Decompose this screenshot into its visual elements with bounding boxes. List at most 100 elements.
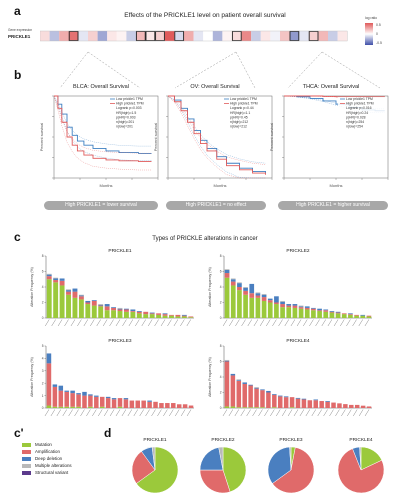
x-category-tick (258, 409, 263, 417)
bar-segment (182, 404, 188, 408)
x-category-tick (296, 319, 302, 327)
km-legend-bg (338, 97, 386, 132)
legend-tick-mid: 0 (376, 32, 378, 36)
heatmap-border (40, 30, 348, 42)
bar-segment (46, 273, 52, 275)
bar-segment (317, 310, 322, 312)
legend-swatch (22, 471, 31, 475)
bar-segment (272, 407, 277, 408)
bar-segment (298, 306, 304, 308)
km-legend-entry: n(low)=212 (230, 125, 247, 129)
bar-segment (242, 382, 247, 384)
bar-segment (317, 308, 322, 311)
bar-segment (99, 396, 105, 407)
bar-segment (78, 299, 84, 318)
bar-segment (292, 304, 298, 306)
legend-amplification: Amplification (22, 449, 60, 455)
y-tick-label: 6 (220, 360, 222, 364)
x-category-tick (186, 409, 192, 417)
pie-slice (289, 446, 292, 471)
x-category-tick (102, 319, 108, 327)
bar-segment (52, 386, 58, 407)
x-category-tick (103, 409, 109, 417)
x-category-tick (174, 409, 180, 417)
km-ci-line (53, 95, 152, 147)
km-legend-entry: n(low)=254 (346, 125, 363, 129)
bar-segment (236, 380, 242, 381)
km-ci-line (53, 95, 152, 171)
y-tick-label: 4 (220, 375, 222, 379)
y-tick-label: 8 (220, 344, 222, 348)
bar-segment (266, 392, 271, 408)
x-category-tick (272, 319, 277, 327)
x-category-tick (247, 319, 252, 327)
km-legend-entry: Low prickle1 TPM (116, 97, 143, 101)
x-category-tick (51, 319, 56, 327)
bar-segment (230, 279, 236, 282)
pie-slice (337, 448, 385, 494)
km-legend-entry: HR(high)=1.1 (230, 111, 250, 115)
bar-segment (85, 304, 91, 318)
x-category-tick (253, 319, 259, 327)
bar-segment (52, 384, 58, 387)
bar-segment (165, 403, 170, 408)
bar-segment (72, 297, 78, 318)
km-legend-entry: High prickle1 TPM (230, 102, 258, 106)
bar-segment (52, 406, 58, 408)
connector-lines (59, 51, 381, 89)
bar-segment (230, 278, 236, 280)
x-category-tick (303, 319, 308, 327)
x-category-tick (278, 319, 283, 327)
bar-segment (329, 311, 335, 313)
bar-segment (230, 406, 236, 408)
heatmap-cell (212, 31, 223, 41)
x-category-tick (327, 319, 333, 327)
x-category-tick (234, 409, 240, 417)
x-category-tick (50, 409, 56, 417)
bar-segment (78, 295, 84, 297)
heatmap-cell (241, 31, 252, 41)
bar-segment (99, 406, 105, 408)
bar-segment (243, 287, 248, 291)
bar-segment (58, 385, 64, 391)
bar-segment (319, 401, 324, 408)
bar-segment (123, 399, 129, 408)
bar-segment (255, 295, 261, 298)
heatmap-highlight-box (308, 30, 319, 42)
bar-segment (224, 273, 230, 278)
bar-segment (360, 314, 366, 316)
x-category-tick (169, 409, 174, 417)
x-category-tick (109, 319, 114, 327)
x-category-tick (90, 319, 95, 327)
x-category-tick (109, 409, 115, 417)
x-category-tick (229, 319, 234, 327)
heatmap-cell (270, 31, 280, 41)
bar-segment (98, 304, 104, 305)
bar-segment (237, 282, 242, 284)
bar-segment (274, 304, 279, 318)
km-summary-badge: High PRICKLE1 = no effect (166, 201, 266, 210)
x-category-tick (252, 409, 257, 417)
bar-segment (76, 394, 81, 407)
bar-segment (255, 297, 261, 318)
bar-segment (280, 307, 285, 318)
bar-segment (280, 300, 285, 302)
bar-segment (129, 400, 135, 408)
bar-segment (311, 310, 316, 318)
pie-prickle3: PRICKLE3 (267, 437, 315, 494)
x-category-tick (45, 319, 50, 327)
bar-segment (46, 279, 52, 318)
heatmap-cell (145, 31, 156, 41)
x-category-tick (128, 319, 134, 327)
bar-segment (66, 289, 71, 291)
x-category-tick (266, 319, 271, 327)
km-legend-entry: n(high)=212 (230, 120, 248, 124)
bar-segment (117, 309, 123, 312)
km-chart: Percent survival Months Low prickle1 TPMHi… (39, 95, 159, 188)
x-category-tick (364, 319, 370, 327)
bar-segment (254, 388, 259, 408)
bar-segment (335, 313, 341, 318)
y-tick-label: 2 (220, 301, 222, 305)
x-category-tick (222, 409, 228, 417)
bar-segment (274, 302, 279, 305)
